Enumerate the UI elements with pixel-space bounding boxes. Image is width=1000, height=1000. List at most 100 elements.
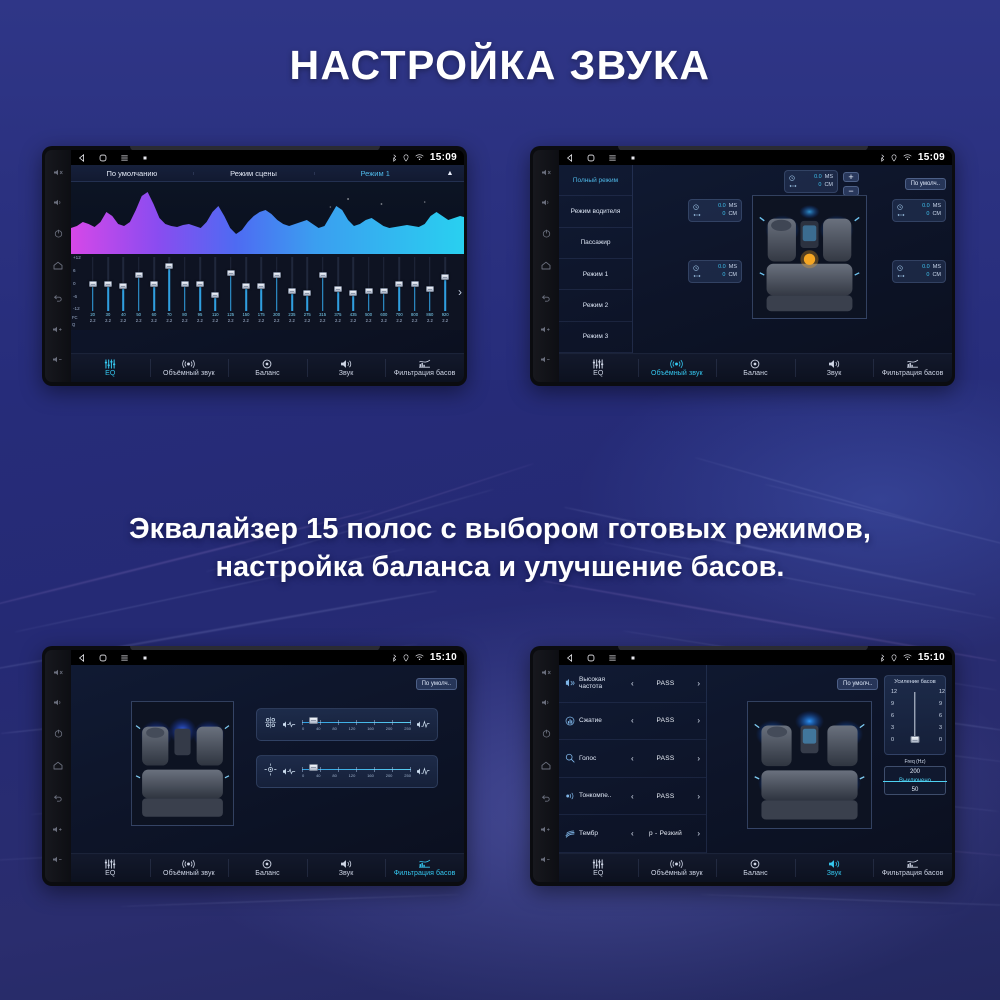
back-icon[interactable] [78,153,86,162]
slider-knob[interactable] [441,274,450,281]
menu-icon[interactable] [608,154,617,162]
eq-band-slider[interactable] [238,257,253,311]
volume-down-icon[interactable] [53,856,63,863]
slider-knob[interactable] [134,271,143,278]
chevron-up-icon[interactable]: ▲ [446,169,454,177]
nav-item-balance[interactable]: Баланс [716,854,795,882]
nav-item-eq[interactable]: EQ [71,354,150,382]
bass-filter-row-subwoofer[interactable]: 0 40 80 120 160 200 250 [256,755,438,788]
menu-icon[interactable] [120,654,129,662]
delay-box-center[interactable]: 0.0 MS 0 CM [784,170,838,194]
source-icon[interactable] [541,699,551,706]
mute-icon[interactable] [53,169,63,176]
home-icon[interactable] [541,761,551,770]
hardware-button-rail[interactable] [45,150,71,382]
chevron-right-icon[interactable]: › [697,791,700,801]
recents-icon[interactable] [142,655,148,661]
volume-down-icon[interactable] [541,356,551,363]
bottom-navbar[interactable]: EQ Объёмный звук Баланс Звук Фильтрация … [71,353,464,382]
delay-box-rear-left[interactable]: 0.0 MS 0 CM [688,260,742,284]
freq-low-value[interactable]: 50 [911,786,919,793]
default-button[interactable]: По умолч.. [415,678,457,690]
slider-knob[interactable] [349,289,358,296]
back-icon[interactable] [541,794,551,803]
eq-tab-default[interactable]: По умолчанию [106,168,158,178]
power-icon[interactable] [54,729,63,738]
eq-band-slider[interactable] [192,257,207,311]
chevron-right-icon[interactable]: › [697,716,700,726]
mode-item-3[interactable]: Режим 3 [559,322,632,353]
source-icon[interactable] [53,699,63,706]
slider-knob[interactable] [410,281,419,287]
back-icon[interactable] [566,153,574,162]
car-seats-diagram[interactable] [131,701,234,826]
back-icon[interactable] [53,294,63,303]
freq-high-value[interactable]: 200 [909,768,920,775]
home-icon[interactable] [587,154,595,162]
home-icon[interactable] [53,761,63,770]
power-icon[interactable] [542,729,551,738]
nav-item-sound[interactable]: Звук [794,854,874,882]
slider-knob[interactable] [272,271,281,278]
eq-band-slider[interactable] [376,257,391,311]
effect-row-compression[interactable]: Сжатие ‹ PASS › [559,703,706,741]
mute-icon[interactable] [53,669,63,676]
volume-down-icon[interactable] [541,856,551,863]
slider-knob[interactable] [103,281,112,287]
nav-item-surround[interactable]: Объёмный звук [149,854,229,882]
bottom-navbar[interactable]: EQ Объёмный звук Баланс Звук Фильтрация … [559,853,952,882]
eq-band-slider[interactable] [269,257,284,311]
nav-item-eq[interactable]: EQ [559,354,638,382]
surround-mode-list[interactable]: Полный режим Режим водителя Пассажир Реж… [559,165,633,353]
chevron-left-icon[interactable]: ‹ [631,829,634,839]
volume-up-icon[interactable] [541,326,551,333]
back-icon[interactable] [78,653,86,662]
car-seats-diagram[interactable] [752,195,867,319]
eq-band-slider[interactable] [254,257,269,311]
mode-item-full[interactable]: Полный режим [559,165,632,197]
effect-row-high-freq[interactable]: Высокая частота ‹ PASS › [559,665,706,703]
slider-knob[interactable] [318,271,327,278]
eq-band-slider[interactable] [438,257,453,311]
eq-band-slider[interactable] [422,257,437,311]
slider-knob[interactable] [88,281,97,287]
nav-item-bass-filter[interactable]: Фильтрация басов [873,354,952,382]
slider-knob[interactable] [287,287,296,294]
mode-item-2[interactable]: Режим 2 [559,290,632,322]
eq-band-slider[interactable] [223,257,238,311]
power-icon[interactable] [542,229,551,238]
nav-item-bass-filter[interactable]: Фильтрация басов [873,854,952,882]
recents-icon[interactable] [142,155,148,161]
slider-knob[interactable] [195,281,204,287]
chevron-left-icon[interactable]: ‹ [631,791,634,801]
eq-tab-mode-1[interactable]: Режим 1 [314,169,436,178]
home-icon[interactable] [587,654,595,662]
bass-filter-row-speakers[interactable]: 0 40 80 120 160 200 250 [256,708,438,741]
freq-selector[interactable]: 200 Выключено 50 [883,766,947,795]
chevron-left-icon[interactable]: ‹ [631,678,634,688]
menu-icon[interactable] [608,654,617,662]
nav-item-eq[interactable]: EQ [71,854,150,882]
bottom-navbar[interactable]: EQ Объёмный звук Баланс Звук Фильтрация … [71,853,464,882]
volume-up-icon[interactable] [541,826,551,833]
eq-band-slider[interactable] [208,257,223,311]
nav-item-balance[interactable]: Баланс [228,354,307,382]
slider-knob[interactable] [395,281,404,287]
nav-item-sound[interactable]: Звук [794,354,874,382]
volume-up-icon[interactable] [53,326,63,333]
slider-knob[interactable] [165,262,174,269]
bass-boost-slider[interactable] [914,692,916,740]
home-icon[interactable] [99,154,107,162]
slider-knob[interactable] [226,269,235,276]
eq-slider-row[interactable] [85,257,453,311]
nav-item-eq[interactable]: EQ [559,854,638,882]
delay-box-rear-right[interactable]: 0.0 MS 0 CM [892,260,946,284]
eq-band-slider[interactable] [284,257,299,311]
back-icon[interactable] [566,653,574,662]
slider-knob[interactable] [241,283,250,290]
slider-knob[interactable] [425,285,434,292]
mode-item-driver[interactable]: Режим водителя [559,196,632,228]
chevron-left-icon[interactable]: ‹ [631,753,634,763]
chevron-right-icon[interactable]: › [697,678,700,688]
hardware-button-rail[interactable] [45,650,71,882]
